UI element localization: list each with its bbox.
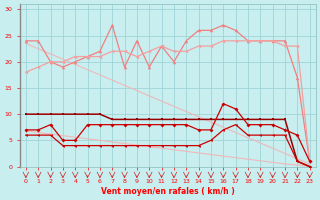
X-axis label: Vent moyen/en rafales ( km/h ): Vent moyen/en rafales ( km/h ) xyxy=(101,187,235,196)
